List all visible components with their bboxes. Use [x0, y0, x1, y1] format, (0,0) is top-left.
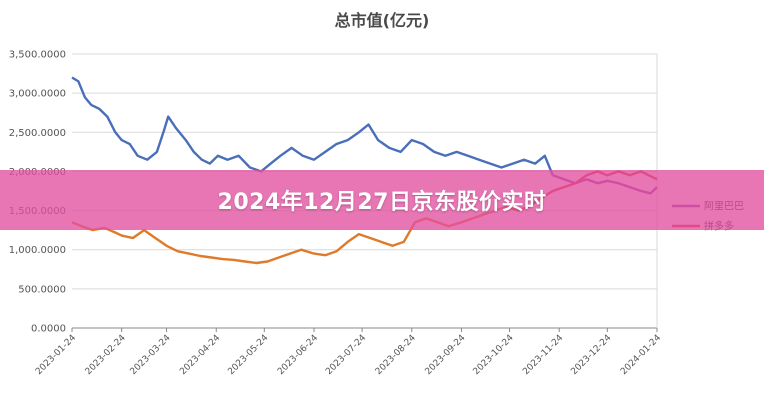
- x-tick-label: 2023-03-24: [129, 333, 173, 377]
- x-tick-label: 2023-02-24: [84, 333, 128, 377]
- x-tick-label: 2023-11-24: [521, 333, 565, 377]
- y-tick-label: 0.0000: [31, 324, 66, 335]
- x-tick-label: 2023-04-24: [178, 333, 222, 377]
- x-tick-label: 2023-06-24: [276, 333, 320, 377]
- series-line-0: [71, 76, 554, 176]
- x-tick-label: 2024-01-24: [619, 333, 663, 377]
- y-tick-label: 3,500.0000: [9, 50, 66, 61]
- x-tick-label: 2023-09-24: [424, 333, 468, 377]
- y-tick-label: 2,500.0000: [9, 128, 66, 139]
- x-tick-label: 2023-05-24: [226, 333, 270, 377]
- x-tick-label: 2023-01-24: [34, 333, 78, 377]
- y-tick-label: 1,000.0000: [9, 245, 66, 256]
- y-tick-label: 500.0000: [18, 284, 66, 295]
- x-tick-label: 2023-07-24: [324, 333, 368, 377]
- x-tick-label: 2023-12-24: [569, 333, 613, 377]
- x-tick-label: 2023-10-24: [472, 333, 516, 377]
- headline-banner: 2024年12月27日京东股价实时: [0, 170, 764, 230]
- y-tick-label: 3,000.0000: [9, 89, 66, 100]
- x-tick-label: 2023-08-24: [374, 333, 418, 377]
- headline-text: 2024年12月27日京东股价实时: [217, 190, 547, 215]
- chart-title: 总市值(亿元): [335, 11, 430, 30]
- x-axis: 2023-01-24 2023-02-24 2023-03-24 2023-04-24…: [34, 328, 663, 377]
